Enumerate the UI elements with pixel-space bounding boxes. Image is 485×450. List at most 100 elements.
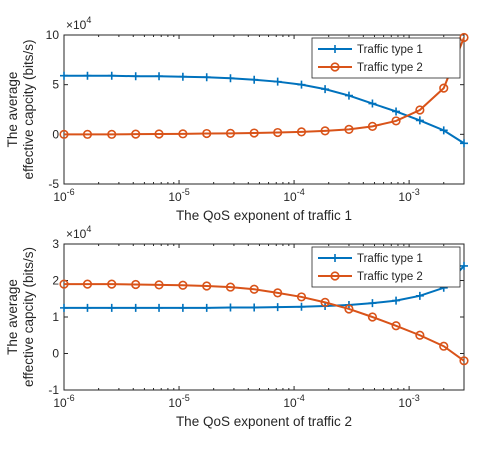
data-point <box>415 291 424 300</box>
data-point <box>439 341 449 351</box>
data-point <box>107 279 117 289</box>
data-point <box>415 116 424 125</box>
data-point <box>107 71 116 80</box>
data-point <box>415 330 425 340</box>
data-point <box>320 126 330 136</box>
data-point <box>368 99 377 108</box>
legend-marker <box>331 254 339 262</box>
data-point <box>344 124 354 134</box>
data-point <box>131 279 141 290</box>
y-tick-label: 2 <box>52 274 59 288</box>
data-point <box>226 303 235 312</box>
series-2 <box>59 279 469 366</box>
data-point <box>226 74 235 83</box>
data-point <box>131 129 141 139</box>
data-point <box>321 85 330 94</box>
series-2 <box>59 32 469 139</box>
legend-marker <box>331 45 339 53</box>
data-point <box>59 279 69 289</box>
data-point <box>249 284 259 294</box>
legend-marker <box>330 62 340 72</box>
data-point <box>391 116 401 126</box>
legend-box <box>311 37 461 79</box>
data-point <box>296 292 307 302</box>
data-point <box>131 303 140 312</box>
data-point <box>202 128 212 139</box>
data-point <box>225 282 236 292</box>
data-point <box>415 105 425 115</box>
legend-item-1: Traffic type 1 <box>318 253 423 265</box>
data-point <box>297 80 306 89</box>
x-axis-label: The QoS exponent of traffic 1 <box>176 208 352 223</box>
data-point <box>320 297 330 308</box>
legend-label: Traffic type 1 <box>357 44 423 56</box>
data-point <box>273 127 283 138</box>
y-axis-label-line: effective capcity (bits/s) <box>21 39 36 179</box>
y-tick-label: 10 <box>46 28 60 42</box>
data-point <box>178 280 188 290</box>
legend-marker <box>330 271 340 281</box>
data-point <box>392 107 401 116</box>
data-point <box>225 128 236 138</box>
y-tick-label: 1 <box>52 310 59 324</box>
data-point <box>439 126 448 135</box>
legend-item-2: Traffic type 2 <box>318 62 423 74</box>
legend: Traffic type 1 Traffic type 2 <box>311 246 461 288</box>
data-point <box>391 321 401 331</box>
data-point <box>367 121 378 131</box>
data-point <box>155 72 164 81</box>
data-point <box>344 91 353 100</box>
data-point <box>82 279 93 289</box>
data-point <box>273 288 283 298</box>
data-point <box>249 128 259 138</box>
legend-box <box>311 246 461 288</box>
data-point <box>82 129 93 139</box>
data-point <box>297 302 306 311</box>
y-axis-label-line: effective capcity (bits/s) <box>21 247 36 387</box>
legend-label: Traffic type 1 <box>357 253 423 265</box>
data-point <box>459 32 469 43</box>
data-point <box>202 303 211 312</box>
data-point <box>202 281 212 291</box>
y-axis-label-line: The average <box>5 72 20 148</box>
y-tick-label: -1 <box>48 383 59 397</box>
chart-1: 10-6 10-5 10-4 10-3 -5 0 5 10 ×104 The QoS expone… <box>5 15 469 223</box>
x-tick-label: 10-3 <box>398 393 419 410</box>
data-point <box>202 73 211 82</box>
data-point <box>250 303 259 312</box>
x-tick-label: 10-6 <box>53 187 74 204</box>
data-point <box>250 75 259 84</box>
data-point <box>83 303 92 312</box>
data-point <box>154 129 164 139</box>
data-point <box>131 72 140 81</box>
data-point <box>60 303 68 312</box>
legend-item-1: Traffic type 1 <box>318 44 423 56</box>
data-point <box>460 139 468 148</box>
data-point <box>83 71 92 80</box>
y-tick-label: -5 <box>48 177 59 191</box>
series-line <box>64 283 465 362</box>
x-tick-label: 10-4 <box>283 187 304 204</box>
data-point <box>273 303 282 312</box>
y-tick-label: 3 <box>52 237 59 251</box>
data-point <box>368 299 377 308</box>
data-point <box>178 72 187 81</box>
legend-label: Traffic type 2 <box>357 271 423 283</box>
x-tick-label: 10-3 <box>398 187 419 204</box>
y-tick-label: 0 <box>52 127 59 141</box>
data-point <box>60 71 68 80</box>
data-point <box>273 77 282 86</box>
series-1 <box>60 71 468 148</box>
data-point <box>107 129 117 139</box>
data-point <box>155 303 164 312</box>
data-point <box>59 129 69 139</box>
y-tick-label: 0 <box>52 347 59 361</box>
y-tick-label: 5 <box>52 78 59 92</box>
y-exponent-label: ×104 <box>66 15 91 32</box>
x-tick-label: 10-5 <box>168 187 189 204</box>
x-tick-label: 10-4 <box>283 393 304 410</box>
data-point <box>459 356 469 366</box>
legend-label: Traffic type 2 <box>357 62 423 74</box>
x-tick-label: 10-6 <box>53 393 74 410</box>
